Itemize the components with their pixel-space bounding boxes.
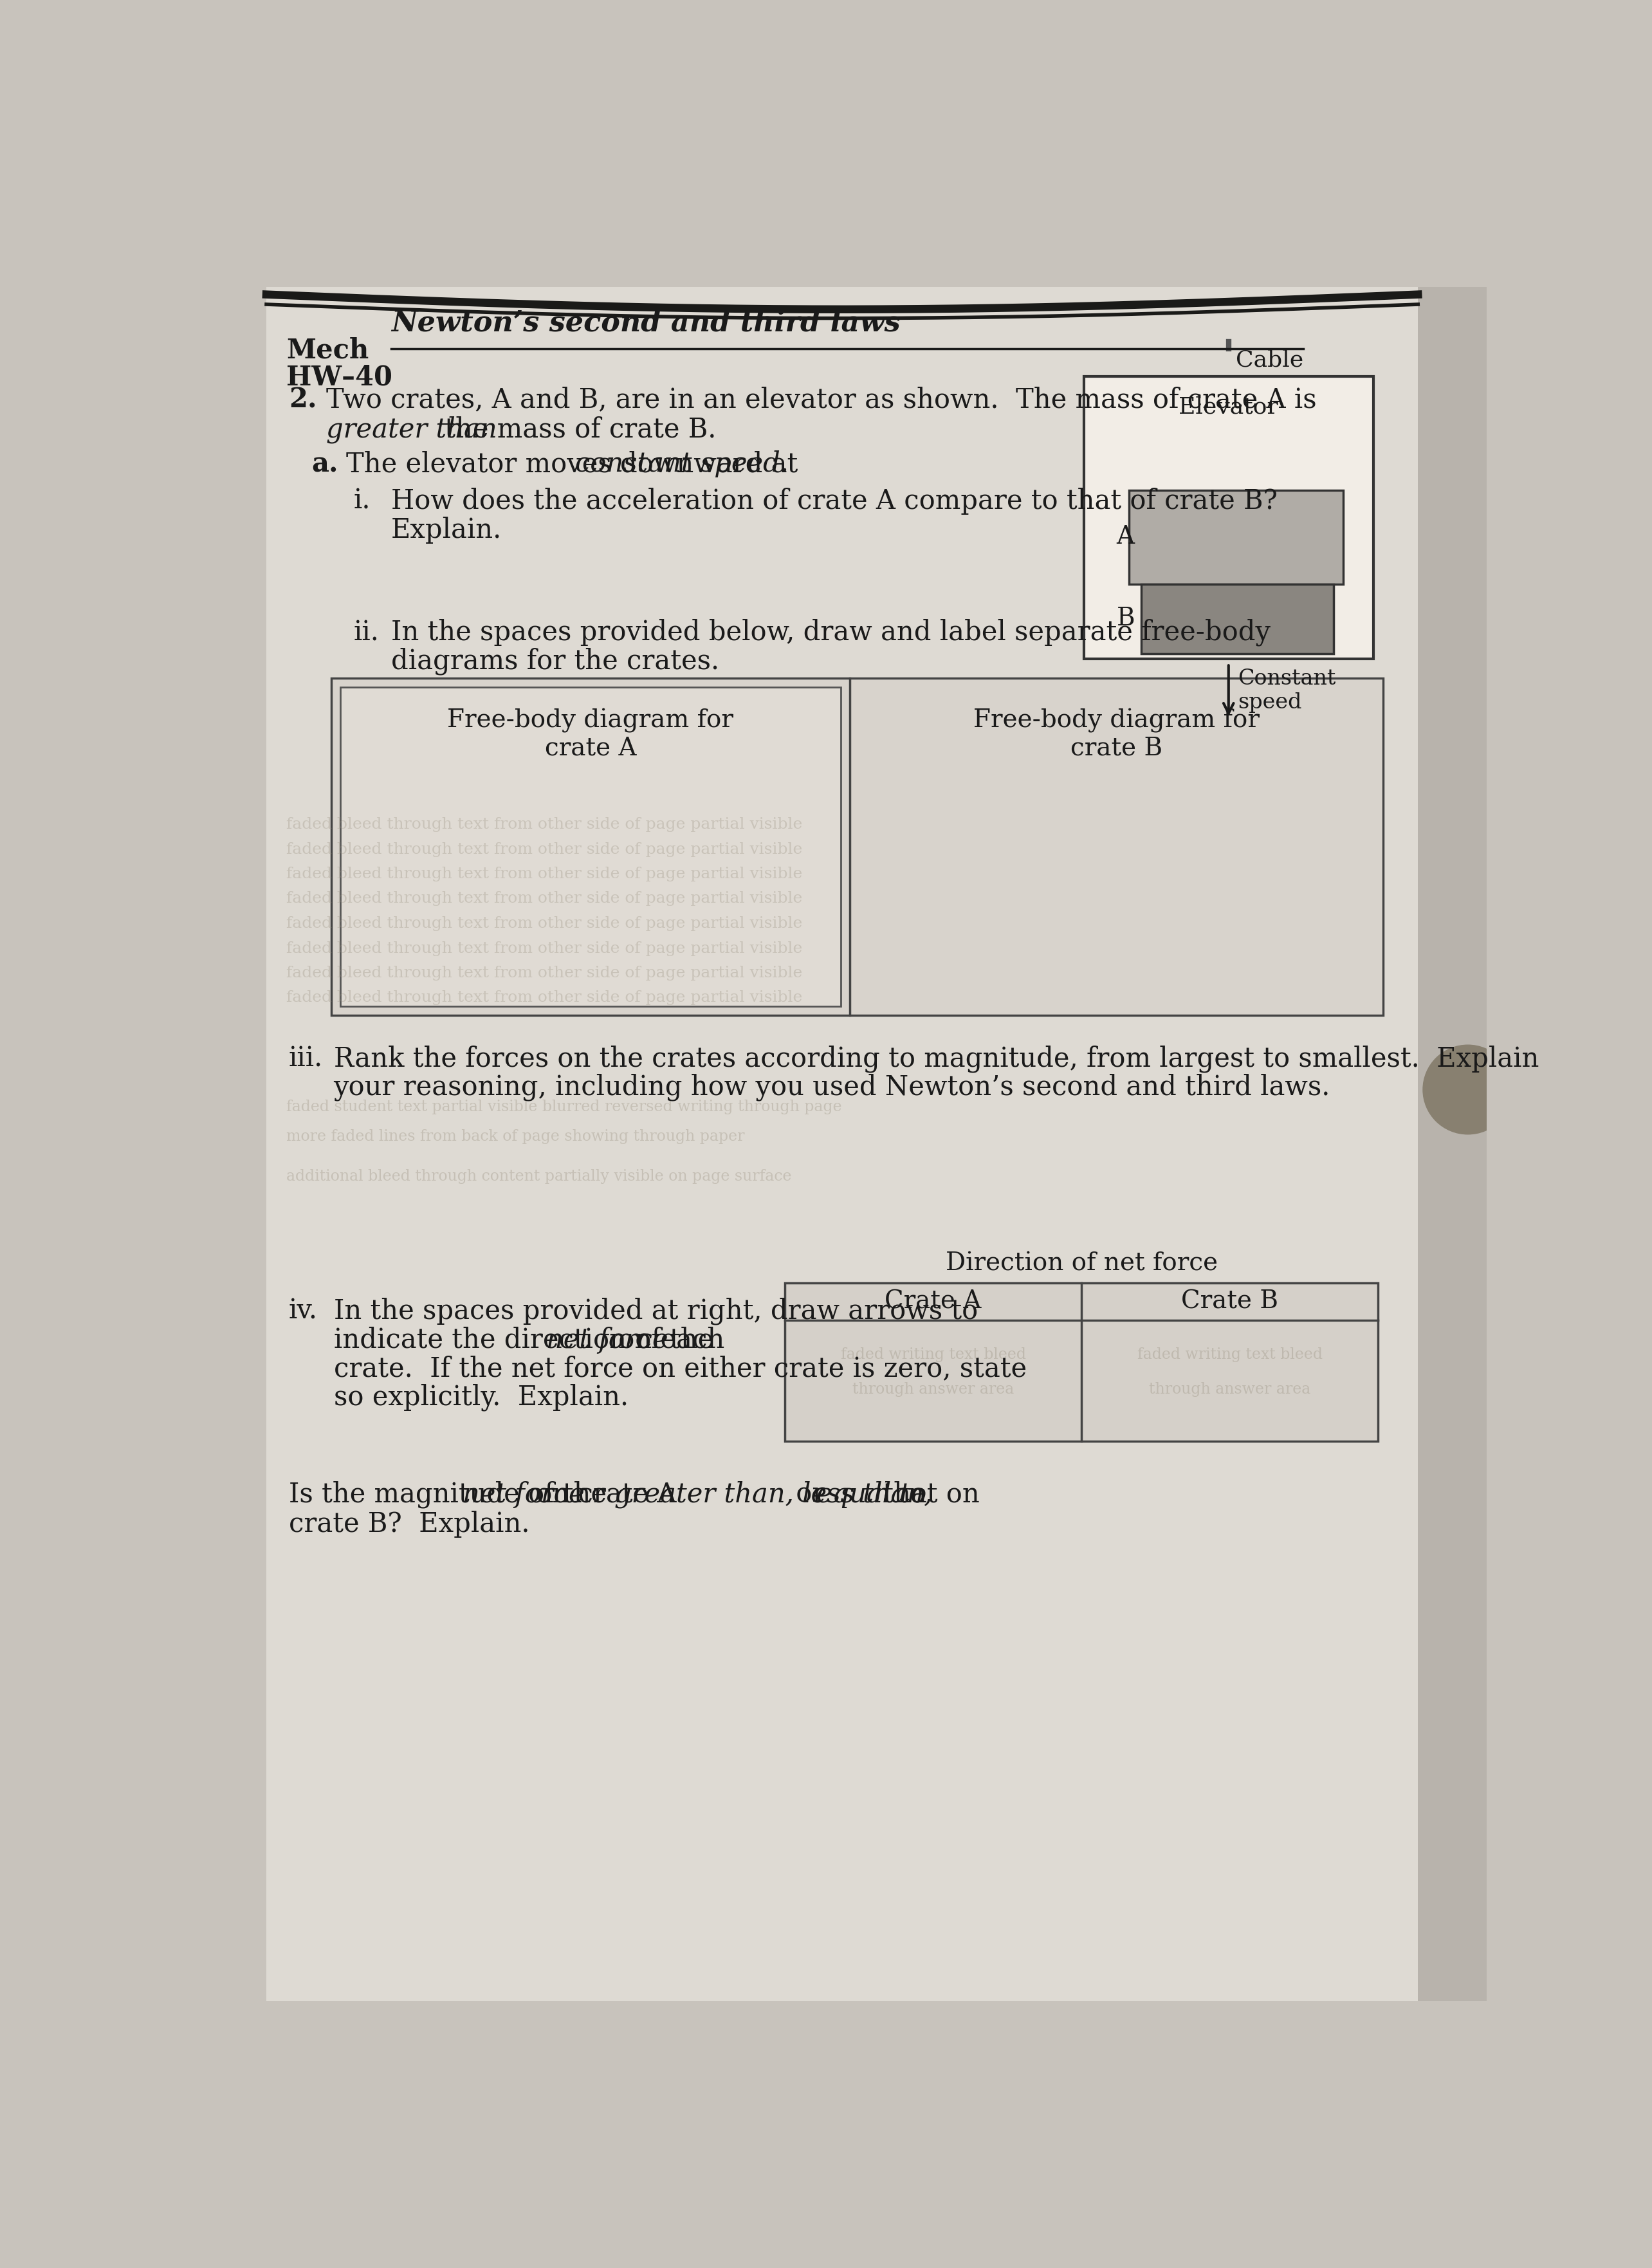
Text: Crate B: Crate B	[1181, 1290, 1279, 1313]
Text: faded bleed through text from other side of page partial visible: faded bleed through text from other side…	[286, 891, 803, 907]
Text: greater than, less than,: greater than, less than,	[615, 1481, 932, 1508]
Bar	[340, 687, 841, 1007]
Text: Mech: Mech	[286, 336, 368, 363]
Text: indicate the direction of the: indicate the direction of the	[334, 1327, 722, 1354]
Text: How does the acceleration of crate A compare to that of crate B?: How does the acceleration of crate A com…	[392, 488, 1277, 515]
Text: Elevator: Elevator	[1180, 397, 1279, 417]
Text: i.: i.	[354, 488, 370, 515]
Text: crate B?  Explain.: crate B? Explain.	[289, 1510, 530, 1538]
Text: constant speed.: constant speed.	[575, 451, 788, 479]
Text: faded bleed through text from other side of page partial visible: faded bleed through text from other side…	[286, 841, 803, 857]
Text: your reasoning, including how you used Newton’s second and third laws.: your reasoning, including how you used N…	[334, 1073, 1330, 1100]
Text: faded writing text bleed: faded writing text bleed	[1137, 1347, 1323, 1363]
Text: Free-body diagram for
crate A: Free-body diagram for crate A	[448, 708, 733, 760]
Bar	[330, 678, 1383, 1016]
Text: faded bleed through text from other side of page partial visible: faded bleed through text from other side…	[286, 941, 803, 955]
Text: equal to: equal to	[816, 1481, 927, 1508]
Text: faded bleed through text from other side of page partial visible: faded bleed through text from other side…	[286, 991, 803, 1005]
Text: The elevator moves downward at: The elevator moves downward at	[347, 451, 806, 479]
Text: faded writing text bleed: faded writing text bleed	[841, 1347, 1026, 1363]
Text: iv.: iv.	[289, 1297, 317, 1325]
Text: crate.  If the net force on either crate is zero, state: crate. If the net force on either crate …	[334, 1356, 1026, 1381]
Text: iii.: iii.	[289, 1046, 324, 1073]
Bar	[785, 1284, 1378, 1442]
Text: Free-body diagram for
crate B: Free-body diagram for crate B	[973, 708, 1259, 760]
Text: Constant
speed: Constant speed	[1237, 669, 1335, 712]
Text: faded bleed through text from other side of page partial visible: faded bleed through text from other side…	[286, 866, 803, 882]
Text: on each: on each	[610, 1327, 725, 1354]
Text: so explicitly.  Explain.: so explicitly. Explain.	[334, 1383, 628, 1411]
Text: or: or	[788, 1481, 834, 1508]
Text: In the spaces provided below, draw and label separate free-body: In the spaces provided below, draw and l…	[392, 619, 1270, 646]
Text: ii.: ii.	[354, 619, 380, 646]
Text: Cable: Cable	[1236, 349, 1303, 372]
Text: B: B	[1117, 608, 1135, 631]
Text: Direction of net force: Direction of net force	[945, 1252, 1218, 1275]
Text: faded student text partial visible blurred reversed writing through page: faded student text partial visible blurr…	[286, 1100, 843, 1114]
Text: In the spaces provided at right, draw arrows to: In the spaces provided at right, draw ar…	[334, 1297, 978, 1325]
Text: Crate A: Crate A	[885, 1290, 981, 1313]
Text: A: A	[1117, 526, 1135, 549]
Text: additional bleed through content partially visible on page surface: additional bleed through content partial…	[286, 1168, 791, 1184]
Text: net force: net force	[547, 1327, 667, 1354]
Bar	[1128, 490, 1343, 585]
Text: net force: net force	[463, 1481, 585, 1508]
Text: through answer area: through answer area	[852, 1381, 1014, 1397]
Bar	[1417, 288, 1487, 2000]
Text: the mass of crate B.: the mass of crate B.	[436, 415, 715, 442]
Text: Rank the forces on the crates according to magnitude, from largest to smallest. : Rank the forces on the crates according …	[334, 1046, 1538, 1073]
Bar	[1084, 376, 1373, 658]
Text: a.: a.	[311, 451, 339, 479]
Text: HW–40: HW–40	[286, 363, 393, 390]
Text: 2.: 2.	[289, 386, 317, 413]
Bar	[266, 288, 1417, 2000]
Text: Two crates, A and B, are in an elevator as shown.  The mass of crate A is: Two crates, A and B, are in an elevator …	[325, 386, 1317, 413]
Text: Is the magnitude of the: Is the magnitude of the	[289, 1481, 615, 1508]
Text: on crate A: on crate A	[527, 1481, 686, 1508]
Text: more faded lines from back of page showing through paper: more faded lines from back of page showi…	[286, 1129, 745, 1143]
Text: that on: that on	[874, 1481, 980, 1508]
Text: faded bleed through text from other side of page partial visible: faded bleed through text from other side…	[286, 966, 803, 980]
Bar	[1142, 585, 1333, 653]
Text: greater than: greater than	[325, 415, 497, 442]
Text: faded bleed through text from other side of page partial visible: faded bleed through text from other side…	[286, 916, 803, 930]
Text: Explain.: Explain.	[392, 517, 502, 544]
Text: faded bleed through text from other side of page partial visible: faded bleed through text from other side…	[286, 816, 803, 832]
Text: diagrams for the crates.: diagrams for the crates.	[392, 649, 719, 676]
Text: through answer area: through answer area	[1150, 1381, 1310, 1397]
Circle shape	[1422, 1046, 1513, 1134]
Text: Newton’s second and third laws: Newton’s second and third laws	[392, 308, 900, 338]
